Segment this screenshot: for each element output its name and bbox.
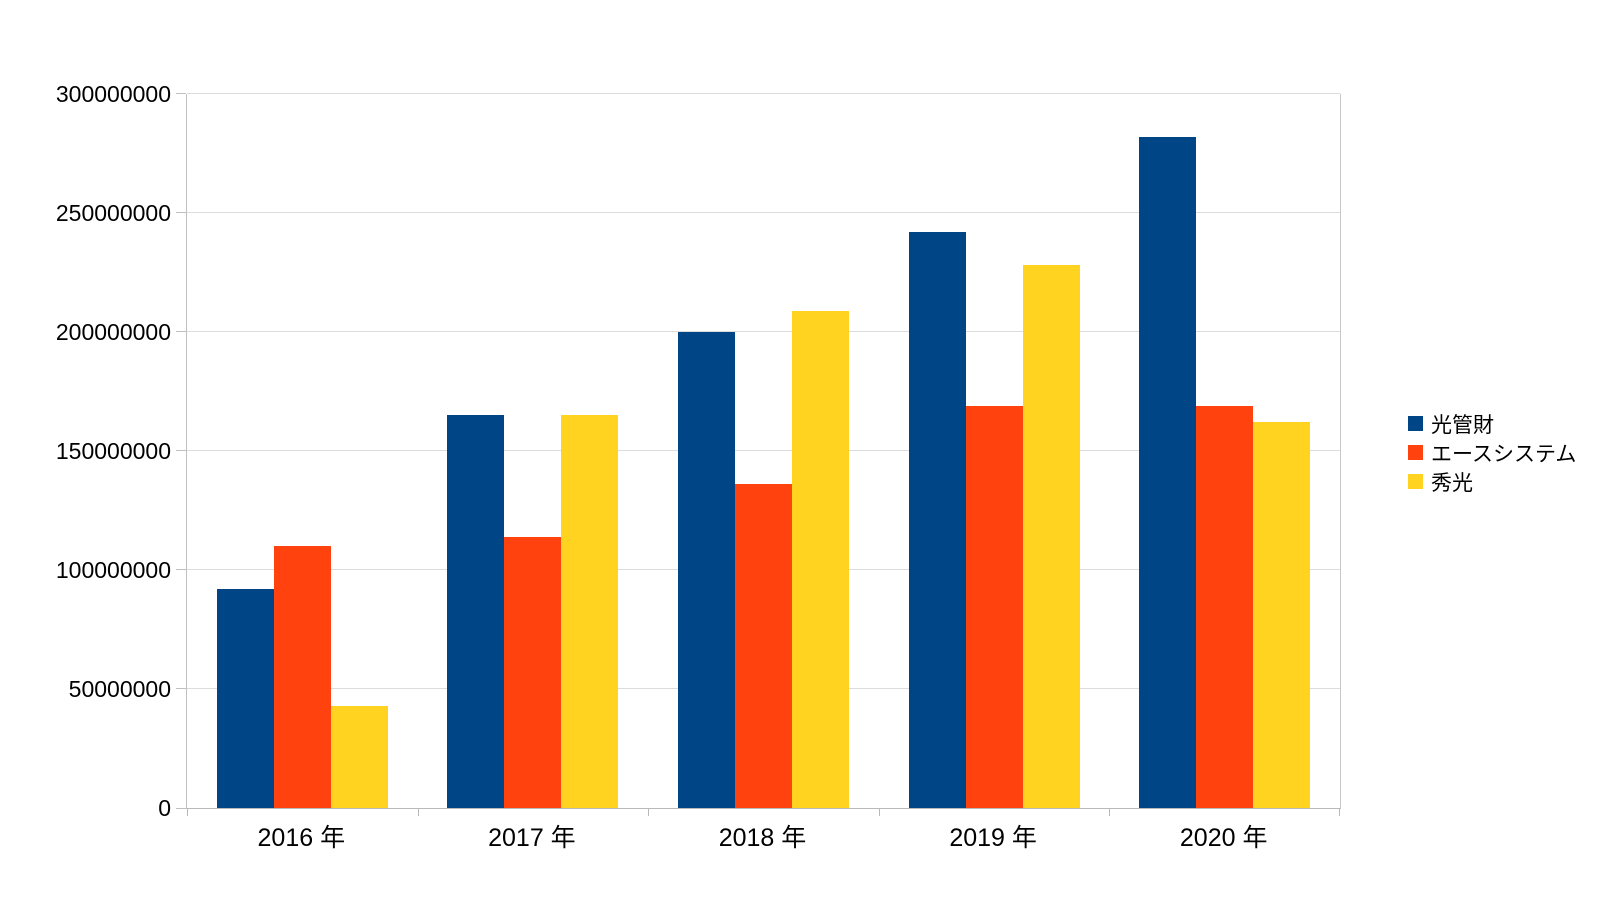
legend-item: 光管財 — [1408, 409, 1576, 438]
gridline — [187, 212, 1340, 213]
y-axis-tick — [176, 450, 186, 451]
y-axis-tick — [176, 808, 186, 809]
x-axis-label: 2020 年 — [1179, 824, 1268, 852]
gridline — [187, 331, 1340, 332]
legend-item: エースシステム — [1408, 438, 1576, 467]
x-axis-tick — [417, 808, 419, 816]
legend-swatch — [1408, 474, 1423, 489]
y-axis-tick — [176, 93, 186, 94]
legend-item: 秀光 — [1408, 467, 1576, 496]
gridline — [187, 450, 1340, 451]
bar-光管財-2020年 — [1139, 137, 1197, 808]
bar-秀光-2020年 — [1253, 422, 1311, 808]
legend-label: 秀光 — [1431, 471, 1473, 495]
x-axis-label: 2018 年 — [718, 824, 807, 852]
legend-label: 光管財 — [1431, 413, 1494, 437]
legend-swatch — [1408, 416, 1423, 431]
x-axis-tick — [878, 808, 880, 816]
y-axis-tick — [176, 569, 186, 570]
y-axis-label: 0 — [158, 795, 171, 821]
y-axis-tick — [176, 688, 186, 689]
legend-label: エースシステム — [1431, 442, 1577, 466]
bar-エースシステム-2017年 — [504, 537, 562, 808]
bar-秀光-2016年 — [330, 706, 388, 808]
y-axis-label: 250000000 — [55, 200, 171, 226]
bar-秀光-2017年 — [561, 415, 619, 808]
bar-光管財-2016年 — [216, 589, 274, 808]
bar-エースシステム-2016年 — [273, 546, 331, 808]
x-axis-tick — [187, 808, 188, 816]
x-axis-tick — [1109, 808, 1111, 816]
bar-エースシステム-2018年 — [735, 484, 792, 808]
y-axis-tick — [176, 331, 186, 332]
legend: 光管財エースシステム 秀光 — [1408, 409, 1576, 496]
x-axis-tick — [1339, 808, 1340, 816]
bar-秀光-2019年 — [1022, 265, 1080, 808]
plot-area — [176, 93, 1341, 816]
y-axis-label: 200000000 — [55, 319, 171, 345]
bar-エースシステム-2020年 — [1196, 406, 1254, 808]
bar-光管財-2018年 — [678, 332, 735, 808]
x-axis-label: 2016 年 — [257, 824, 346, 852]
y-axis-label: 100000000 — [55, 557, 171, 583]
bar-秀光-2018年 — [792, 311, 849, 808]
bar-光管財-2019年 — [908, 232, 966, 808]
y-axis-label: 50000000 — [68, 676, 171, 702]
y-axis-label: 300000000 — [55, 81, 171, 107]
x-axis-label: 2019 年 — [949, 824, 1037, 852]
bar-光管財-2017年 — [447, 415, 505, 808]
gridline — [187, 93, 1340, 94]
y-axis-label: 150000000 — [55, 438, 171, 464]
legend-swatch — [1408, 445, 1423, 460]
x-axis-label: 2017 年 — [488, 824, 576, 852]
y-axis-tick — [176, 212, 186, 213]
x-axis-tick — [648, 808, 650, 816]
bar-エースシステム-2019年 — [965, 406, 1023, 808]
